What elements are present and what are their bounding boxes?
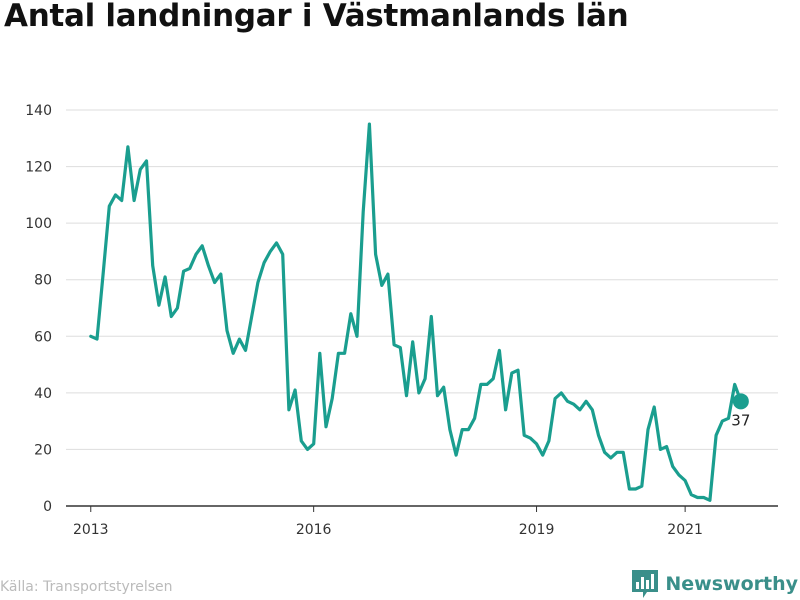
y-tick-label: 120 [25,160,52,176]
y-tick-label: 80 [34,273,52,289]
last-value-label: 37 [731,411,750,429]
x-axis-ticks: 2013 2016 2019 2021 [73,506,703,538]
brand-name: Newsworthy [665,573,798,595]
x-tick-label: 2016 [296,522,332,538]
y-tick-label: 40 [34,386,52,402]
y-axis-ticks: 0 20 40 60 80 100 120 140 [25,103,52,515]
x-tick-label: 2021 [667,522,703,538]
gridlines [66,109,778,450]
source-note: Källa: Transportstyrelsen [0,579,173,595]
bar-chart-logo-icon [632,570,659,598]
x-tick-label: 2013 [73,522,109,538]
series-line [89,122,743,502]
y-tick-label: 20 [34,442,52,458]
y-tick-label: 140 [25,103,52,119]
y-tick-label: 100 [25,216,52,232]
chart-title: Antal landningar i Västmanlands län [4,0,629,34]
x-tick-label: 2019 [519,522,555,538]
y-tick-label: 0 [43,499,52,515]
y-tick-label: 60 [34,329,52,345]
last-data-point [732,393,749,410]
brand-logo: Newsworthy [631,568,798,600]
